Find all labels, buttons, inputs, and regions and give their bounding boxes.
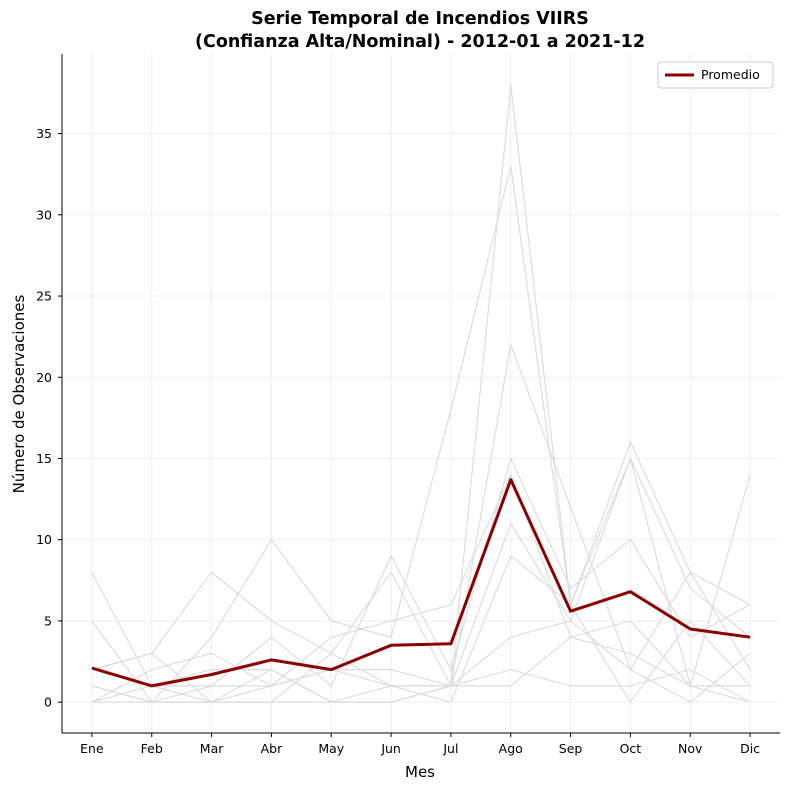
- legend-label-promedio: Promedio: [701, 67, 760, 82]
- y-tick-label: 30: [36, 207, 52, 222]
- y-tick-labels: 0 5 10 15 20 25 30 35: [36, 126, 62, 710]
- yearly-series-group: [91, 84, 751, 704]
- x-tick-label: Nov: [678, 741, 703, 756]
- y-axis-label: Número de Observaciones: [10, 295, 28, 494]
- grid: [62, 54, 780, 733]
- x-tick-label: Ene: [80, 741, 104, 756]
- y-tick-label: 20: [36, 370, 52, 385]
- x-tick-label: Oct: [620, 741, 642, 756]
- yearly-series-line: [91, 342, 751, 688]
- series-line-promedio: [91, 478, 751, 688]
- yearly-series-line: [91, 620, 751, 687]
- x-tick-labels: Ene Feb Mar Abr May Jun Jul Ago Sep Oct Nov Dic: [80, 733, 760, 756]
- x-axis-label: Mes: [405, 763, 435, 781]
- average-series-group: [91, 478, 751, 688]
- x-tick-label: Jun: [380, 741, 401, 756]
- axes: [61, 54, 780, 734]
- yearly-series-line: [91, 456, 751, 703]
- y-tick-label: 25: [36, 289, 52, 304]
- x-tick-label: Feb: [141, 741, 163, 756]
- y-tick-label: 10: [36, 532, 52, 547]
- y-tick-label: 5: [44, 613, 52, 628]
- y-tick-label: 15: [36, 451, 52, 466]
- x-tick-label: Sep: [559, 741, 583, 756]
- yearly-series-line: [91, 473, 751, 703]
- x-tick-label: May: [318, 741, 344, 756]
- x-tick-label: Ago: [499, 741, 523, 756]
- yearly-series-line: [91, 456, 751, 703]
- yearly-series-line: [91, 84, 751, 703]
- chart-title-line2: (Confianza Alta/Nominal) - 2012-01 a 202…: [195, 32, 645, 52]
- x-tick-label: Jul: [442, 741, 458, 756]
- chart-title-line1: Serie Temporal de Incendios VIIRS: [251, 9, 589, 29]
- y-tick-label: 0: [44, 695, 52, 710]
- yearly-series-line: [91, 668, 751, 703]
- x-tick-label: Abr: [261, 741, 283, 756]
- legend: Promedio: [657, 61, 774, 89]
- yearly-series-line: [91, 620, 751, 703]
- legend-box: [657, 61, 774, 89]
- x-tick-label: Mar: [200, 741, 224, 756]
- y-tick-label: 35: [36, 126, 52, 141]
- x-tick-label: Dic: [740, 741, 760, 756]
- yearly-series-line: [91, 165, 751, 704]
